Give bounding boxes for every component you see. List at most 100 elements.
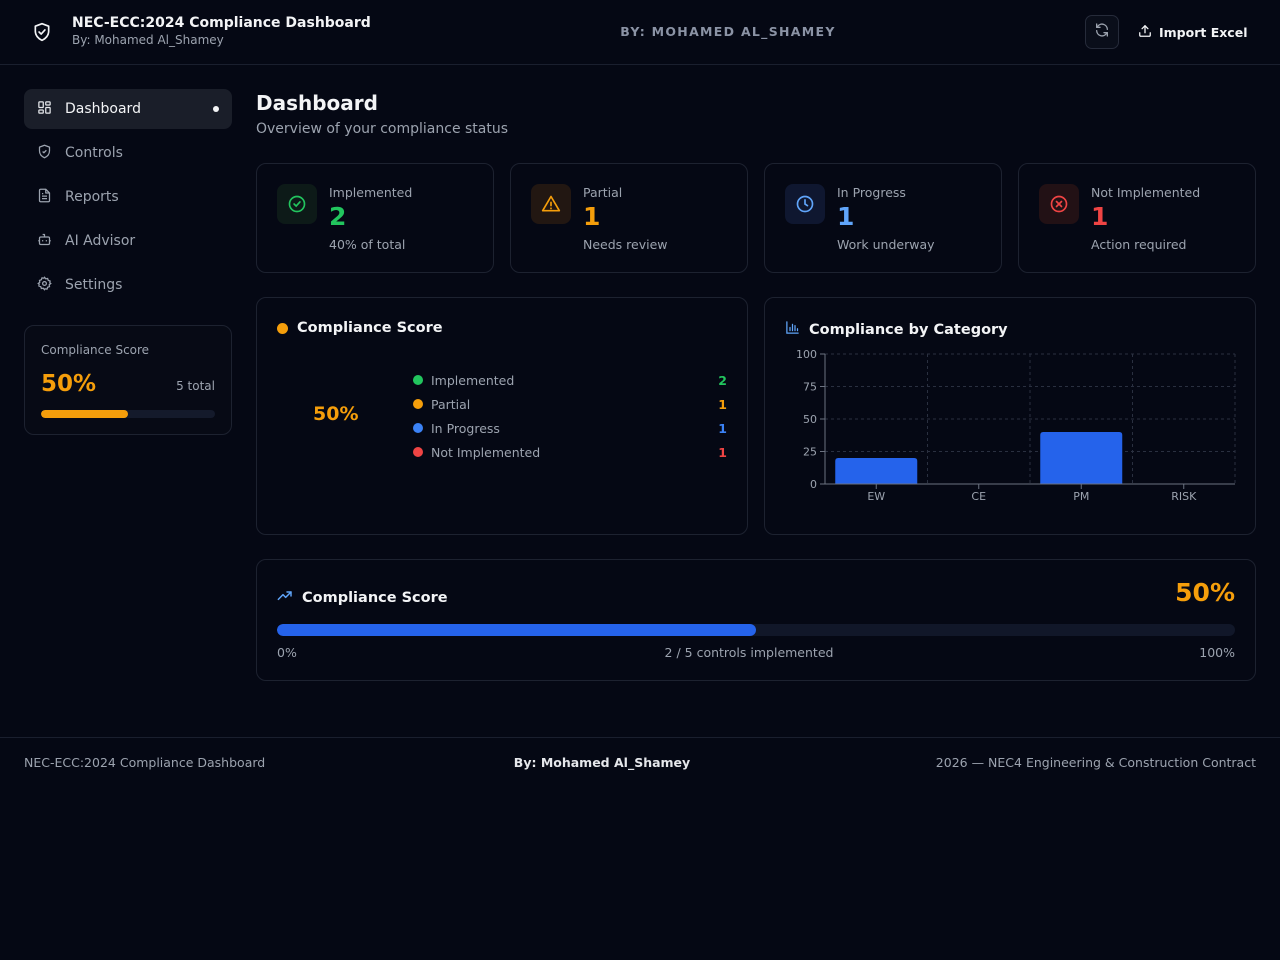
y-tick-label: 100 xyxy=(796,348,817,361)
y-tick-label: 75 xyxy=(803,381,817,394)
sidebar-score-bar xyxy=(41,410,215,418)
footer-byline: By: Mohamed Al_Shamey xyxy=(513,755,691,770)
progress-center-label: 2 / 5 controls implemented xyxy=(664,645,834,660)
sidebar-score-value: 50% xyxy=(41,371,97,397)
legend-label: Partial xyxy=(431,396,471,412)
stat-value: 1 xyxy=(837,202,855,231)
legend-item: Partial 1 xyxy=(413,392,727,416)
legend-item: Not Implemented 1 xyxy=(413,440,727,464)
stat-card-not-implemented: Not Implemented 1 Action required xyxy=(1018,163,1256,273)
chart-bar xyxy=(1040,432,1123,484)
footer-right: 2026 — NEC4 Engineering & Construction C… xyxy=(935,755,1256,770)
stat-card-implemented: Implemented 2 40% of total xyxy=(256,163,494,273)
page-subtitle: Overview of your compliance status xyxy=(256,121,509,137)
progress-bar-fill xyxy=(277,624,756,636)
sidebar-score-total: 5 total xyxy=(176,379,215,393)
stat-label: In Progress xyxy=(837,185,906,200)
stat-value: 1 xyxy=(583,202,601,231)
stat-label: Not Implemented xyxy=(1091,185,1201,200)
legend-dot xyxy=(413,423,423,433)
app-title: NEC-ECC:2024 Compliance Dashboard xyxy=(72,15,371,31)
grid-icon xyxy=(37,100,52,119)
panel-title: Compliance Score xyxy=(277,320,443,336)
trending-up-icon xyxy=(277,588,293,608)
x-tick-label: PM xyxy=(1073,490,1089,503)
x-tick-label: RISK xyxy=(1171,490,1197,503)
page-title: Dashboard xyxy=(256,91,378,115)
panel-title: Compliance Score xyxy=(277,588,448,608)
sidebar-score-fill xyxy=(41,410,128,418)
score-value: 50% xyxy=(313,403,359,425)
sidebar-item-reports[interactable]: Reports xyxy=(24,177,232,217)
stat-note: Work underway xyxy=(837,237,935,252)
footer: NEC-ECC:2024 Compliance Dashboard By: Mo… xyxy=(0,737,1280,787)
stat-note: Needs review xyxy=(583,237,668,252)
stat-card-partial: Partial 1 Needs review xyxy=(510,163,748,273)
sidebar-item-label: Controls xyxy=(65,145,123,161)
y-tick-label: 50 xyxy=(803,413,817,426)
check-circle-icon xyxy=(277,184,317,224)
progress-max-label: 100% xyxy=(1199,645,1235,660)
import-excel-label: Import Excel xyxy=(1159,25,1248,40)
clock-icon xyxy=(785,184,825,224)
sidebar-item-controls[interactable]: Controls xyxy=(24,133,232,173)
header-byline: BY: MOHAMED AL_SHAMEY xyxy=(620,24,836,39)
progress-bar xyxy=(277,624,1235,636)
sidebar-item-label: Dashboard xyxy=(65,101,141,117)
legend-label: Implemented xyxy=(431,372,515,388)
shield-check-icon xyxy=(32,22,52,42)
sidebar-score-card: Compliance Score 50% 5 total xyxy=(24,325,232,435)
sidebar-item-dashboard[interactable]: Dashboard xyxy=(24,89,232,129)
progress-min-label: 0% xyxy=(277,645,297,660)
sidebar-item-settings[interactable]: Settings xyxy=(24,265,232,305)
shield-icon xyxy=(37,144,52,163)
legend-dot xyxy=(413,399,423,409)
category-chart-panel: Compliance by Category 0 25 50 75 100 EW CE PM R… xyxy=(764,297,1256,535)
compliance-progress-panel: Compliance Score 50% 0% 2 / 5 controls i… xyxy=(256,559,1256,681)
progress-score-value: 50% xyxy=(1175,578,1235,607)
y-tick-label: 0 xyxy=(810,478,817,491)
sidebar-item-label: Reports xyxy=(65,189,119,205)
legend-label: Not Implemented xyxy=(431,444,541,460)
category-bar-chart: 0 25 50 75 100 EW CE PM RISK xyxy=(796,348,1236,503)
refresh-icon xyxy=(1094,22,1110,42)
app-subtitle: By: Mohamed Al_Shamey xyxy=(72,33,224,47)
panel-title-text: Compliance Score xyxy=(297,320,443,336)
x-circle-icon xyxy=(1039,184,1079,224)
panel-title: Compliance by Category xyxy=(785,320,1008,339)
compliance-score-panel: Compliance Score 50% Implemented 2 Parti… xyxy=(256,297,748,535)
stat-value: 2 xyxy=(329,202,347,231)
sidebar-item-ai-advisor[interactable]: AI Advisor xyxy=(24,221,232,261)
upload-icon xyxy=(1138,24,1152,41)
warning-icon xyxy=(531,184,571,224)
x-tick-label: EW xyxy=(867,490,885,503)
panel-title-text: Compliance Score xyxy=(302,590,448,606)
legend-value: 1 xyxy=(718,420,727,436)
bot-icon xyxy=(37,232,52,251)
legend-dot xyxy=(413,447,423,457)
status-dot-icon xyxy=(277,322,288,334)
y-tick-label: 25 xyxy=(803,446,817,459)
stat-label: Implemented xyxy=(329,185,413,200)
stat-card-in-progress: In Progress 1 Work underway xyxy=(764,163,1002,273)
x-tick-label: CE xyxy=(971,490,986,503)
stat-value: 1 xyxy=(1091,202,1109,231)
chart-bar xyxy=(835,458,918,484)
refresh-button[interactable] xyxy=(1085,15,1119,49)
import-excel-button[interactable]: Import Excel xyxy=(1138,24,1247,41)
legend-item: Implemented 2 xyxy=(413,368,727,392)
legend-value: 2 xyxy=(718,372,727,388)
panel-title-text: Compliance by Category xyxy=(809,321,1008,338)
legend-label: In Progress xyxy=(431,420,500,436)
active-indicator xyxy=(213,106,219,112)
legend-value: 1 xyxy=(718,444,727,460)
sidebar-item-label: AI Advisor xyxy=(65,233,136,249)
document-icon xyxy=(37,188,52,207)
score-legend: Implemented 2 Partial 1 In Progress 1 No… xyxy=(413,368,727,464)
stat-note: Action required xyxy=(1091,237,1187,252)
top-bar: NEC-ECC:2024 Compliance Dashboard By: Mo… xyxy=(0,0,1280,65)
sidebar-item-label: Settings xyxy=(65,277,123,293)
stat-label: Partial xyxy=(583,185,623,200)
stat-note: 40% of total xyxy=(329,237,406,252)
legend-dot xyxy=(413,375,423,385)
